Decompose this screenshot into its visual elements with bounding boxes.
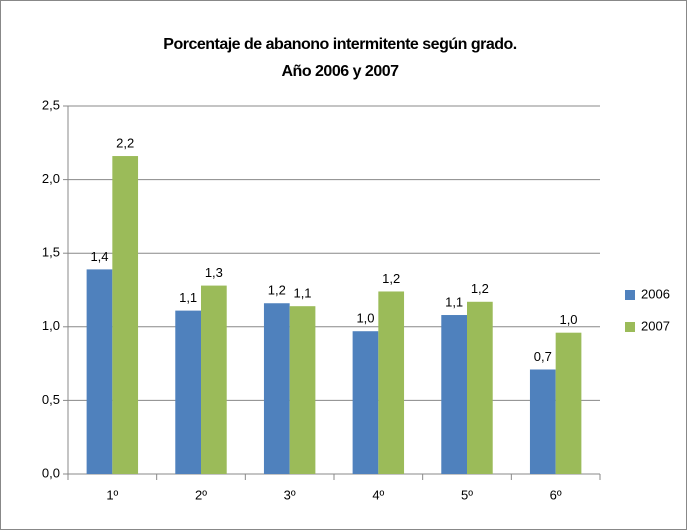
value-label: 1,0 (356, 311, 374, 326)
bar (86, 269, 113, 474)
x-tick-label: 1º (106, 487, 118, 502)
legend-swatch (625, 290, 635, 300)
x-tick-label: 6º (550, 487, 562, 502)
value-label: 1,1 (179, 290, 197, 305)
legend-label: 2007 (641, 318, 670, 333)
x-tick-label: 2º (195, 487, 207, 502)
y-tick-label: 2,0 (42, 171, 60, 186)
bar (467, 301, 493, 474)
value-label: 1,2 (268, 283, 286, 298)
value-label: 1,2 (382, 271, 400, 286)
x-tick-label: 4º (372, 487, 384, 502)
value-label: 1,1 (293, 286, 311, 301)
bar (441, 315, 467, 474)
value-label: 1,2 (471, 281, 489, 296)
legend-label: 2006 (641, 286, 670, 301)
y-tick-label: 2,5 (42, 97, 60, 112)
bar (289, 306, 316, 474)
value-label: 2,2 (116, 135, 134, 150)
value-label: 0,7 (534, 349, 552, 364)
bar (378, 291, 405, 474)
bar (555, 332, 582, 474)
bar (529, 369, 556, 474)
y-tick-label: 0,5 (42, 392, 60, 407)
value-label: 1,3 (205, 265, 223, 280)
bar (263, 303, 290, 474)
value-label: 1,4 (90, 249, 108, 264)
legend-swatch (625, 322, 635, 332)
bar (112, 156, 139, 474)
chart-title: Año 2006 y 2007 (281, 63, 399, 80)
bar (201, 285, 227, 474)
x-tick-label: 5º (461, 487, 473, 502)
value-label: 1,1 (445, 294, 463, 309)
bar (352, 331, 379, 474)
x-tick-label: 3º (284, 487, 296, 502)
y-tick-label: 0,0 (42, 465, 60, 480)
y-tick-label: 1,0 (42, 318, 60, 333)
bar (175, 310, 201, 474)
y-tick-label: 1,5 (42, 245, 60, 260)
chart-title: Porcentaje de abanono intermitente según… (163, 36, 517, 53)
value-label: 1,0 (559, 312, 577, 327)
